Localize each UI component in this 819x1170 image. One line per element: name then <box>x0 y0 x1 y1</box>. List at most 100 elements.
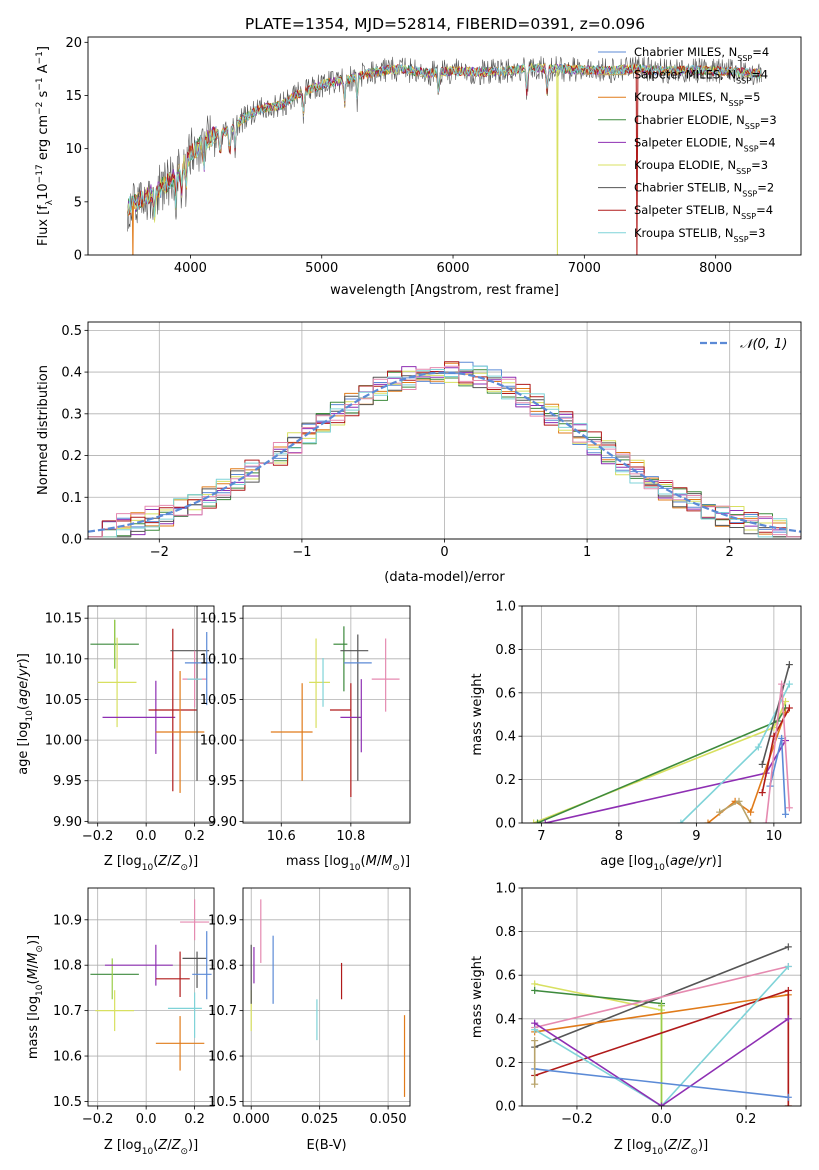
y-tick-label: 10.10 <box>45 652 82 667</box>
axes-weight_vs_age: 7 8 9 10 0.0 0.2 0.4 0.6 0.8 1.0 mass weight age [l… <box>470 600 802 873</box>
axes-frame <box>521 887 802 1107</box>
weight-line <box>534 965 789 1029</box>
y-axis-label: mass weight <box>470 956 485 1038</box>
y-tick-label: 1.0 <box>495 882 516 897</box>
plot-area <box>530 661 793 823</box>
y-tick-label: 0.0 <box>61 533 82 548</box>
y-tick-label: 10.8 <box>208 959 237 974</box>
axes-frame <box>87 605 215 824</box>
x-tick-label: 0.2 <box>184 829 205 844</box>
x-tick-label: 10.8 <box>336 829 365 844</box>
axis-label: Z [log10(Z/Z⊙)] <box>104 854 198 873</box>
y-tick-label: 10.15 <box>45 612 82 627</box>
legend-entry: Chabrier ELODIE, NSSP=3 <box>634 113 777 131</box>
x-tick-label: −0.2 <box>82 829 114 844</box>
axis-label: Flux [fλ10−17 erg cm−2 s−1 A−1] <box>35 46 55 246</box>
x-tick-label: 0.0 <box>136 829 157 844</box>
y-tick-label: 10.10 <box>200 652 237 667</box>
plot-area <box>88 361 801 538</box>
y-axis-label: mass weight <box>470 673 485 755</box>
axis-label: age [log10(age/yr)] <box>16 653 35 775</box>
ticks: 0.000 0.025 0.050 10.5 10.6 10.7 10.8 10.9 <box>208 913 407 1127</box>
legend-entry: Salpeter MILES, NSSP=4 <box>634 68 768 86</box>
x-axis-label: E(B-V) <box>306 1138 346 1153</box>
weight-line <box>533 701 787 823</box>
x-tick-label: 9 <box>692 829 700 844</box>
x-tick-label: −2 <box>150 545 169 560</box>
spectrum-line <box>127 63 762 218</box>
axis-label: age [log10(age/yr)] <box>600 854 722 873</box>
y-tick-label: 0.2 <box>61 449 82 464</box>
x-tick-label: 0.2 <box>736 1112 757 1127</box>
y-tick-label: 0.3 <box>61 407 82 422</box>
y-tick-label: 9.90 <box>53 815 82 830</box>
y-tick-label: 10.9 <box>53 913 82 928</box>
y-tick-label: 0.5 <box>61 324 82 339</box>
weight-line <box>534 1018 789 1106</box>
y-tick-label: 20 <box>65 36 82 51</box>
x-tick-label: 7 <box>537 829 545 844</box>
y-tick-label: 10.8 <box>53 959 82 974</box>
weight-line <box>534 1068 789 1099</box>
ticks: −0.2 0.0 0.2 9.90 9.95 10.00 10.05 10.10 10.15 <box>45 612 205 844</box>
x-tick-label: 0 <box>440 545 448 560</box>
spectrum-spike <box>131 201 134 255</box>
axes-age_vs_z: −0.2 0.0 0.2 9.90 9.95 10.00 10.05 10.10 10.15 Z … <box>16 605 215 873</box>
plot-area <box>90 899 212 1071</box>
y-tick-label: 10.7 <box>208 1004 237 1019</box>
y-tick-label: 10.00 <box>45 734 82 749</box>
y-tick-label: 0.1 <box>61 491 82 506</box>
figure-title: PLATE=1354, MJD=52814, FIBERID=0391, z=0… <box>245 15 645 33</box>
y-tick-label: 0.0 <box>495 1100 516 1115</box>
legend-entry: Kroupa STELIB, NSSP=3 <box>634 226 765 244</box>
y-tick-label: 0.2 <box>495 773 516 788</box>
axes-spectrum: 4000 5000 6000 7000 8000 0 5 10 15 20 Chabrier MIL… <box>35 36 802 298</box>
y-tick-label: 1.0 <box>495 600 516 615</box>
x-tick-label: 2 <box>726 545 734 560</box>
y-tick-label: 0.6 <box>495 969 516 984</box>
legend-entry: 𝒩(0, 1) <box>740 337 787 352</box>
legend-entry: Kroupa ELODIE, NSSP=3 <box>634 158 768 176</box>
plot-area <box>531 943 792 1106</box>
legend-entry: Kroupa MILES, NSSP=5 <box>634 90 760 108</box>
y-tick-label: 0.2 <box>495 1056 516 1071</box>
x-tick-label: 0.0 <box>136 1112 157 1127</box>
y-tick-label: 9.95 <box>208 774 237 789</box>
x-tick-label: 1 <box>583 545 591 560</box>
y-tick-label: 10.7 <box>53 1004 82 1019</box>
y-tick-label: 0.4 <box>61 366 82 381</box>
x-tick-label: 0.000 <box>233 1112 270 1127</box>
x-tick-label: 0.2 <box>184 1112 205 1127</box>
x-tick-label: 10.6 <box>267 829 296 844</box>
y-tick-label: 9.95 <box>53 774 82 789</box>
legend-entry: Chabrier MILES, NSSP=4 <box>634 45 769 63</box>
axes-mass_vs_z: −0.2 0.0 0.2 10.5 10.6 10.7 10.8 10.9 Z [log10(Z… <box>26 887 215 1157</box>
ticks: 4000 5000 6000 7000 8000 0 5 10 15 20 <box>65 36 732 276</box>
y-tick-label: 0.4 <box>495 1012 516 1027</box>
y-tick-label: 9.90 <box>208 815 237 830</box>
grid <box>522 605 801 824</box>
axes-frame <box>87 36 802 256</box>
x-tick-label: 7000 <box>568 261 601 276</box>
weight-line <box>534 965 789 1106</box>
plot-area <box>90 606 214 793</box>
axes-weight_vs_z: −0.2 0.0 0.2 0.0 0.2 0.4 0.6 0.8 1.0 mass weight Z… <box>470 882 802 1157</box>
x-tick-label: 8 <box>615 829 623 844</box>
x-tick-label: −1 <box>292 545 311 560</box>
axes-frame <box>521 605 802 824</box>
weight-line <box>537 707 787 823</box>
y-tick-label: 0.6 <box>495 686 516 701</box>
y-tick-label: 10.9 <box>208 913 237 928</box>
y-tick-label: 0 <box>74 249 82 264</box>
axes-age_vs_mass: 10.6 10.8 9.90 9.95 10.00 10.05 10.10 10.15 mass… <box>200 605 411 873</box>
y-tick-label: 10.6 <box>208 1050 237 1065</box>
y-tick-label: 0.8 <box>495 643 516 658</box>
axis-label: mass [log10(M/M⊙)] <box>286 854 410 873</box>
y-tick-label: 10.5 <box>208 1095 237 1110</box>
legend-entry: Chabrier STELIB, NSSP=2 <box>634 181 774 199</box>
x-axis-label: wavelength [Angstrom, rest frame] <box>330 283 559 298</box>
axes-frame <box>87 887 215 1107</box>
y-axis-label: Normed distribution <box>36 365 51 495</box>
ticks: −0.2 0.0 0.2 10.5 10.6 10.7 10.8 10.9 <box>53 913 205 1127</box>
axes-frame <box>242 605 411 824</box>
